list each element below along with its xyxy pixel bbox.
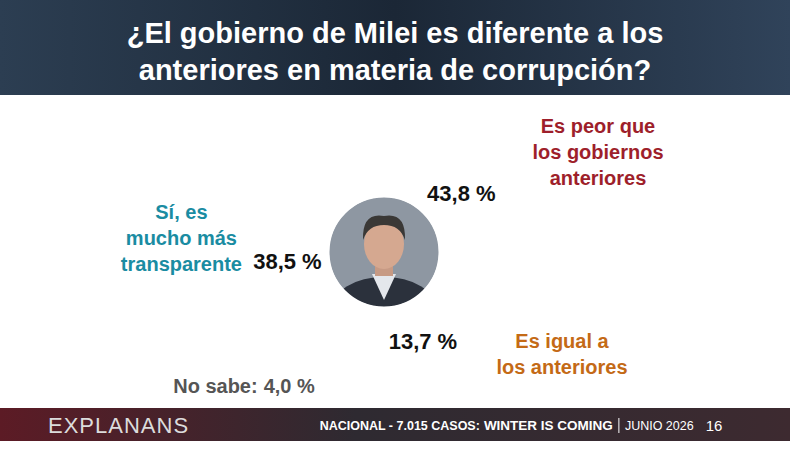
chart: ¿El gobierno de Milei es diferente a los… — [0, 0, 790, 451]
portrait-ring — [328, 196, 440, 308]
scope: NACIONAL - 7.015 CASOS: — [320, 419, 480, 433]
page-number: 16 — [706, 417, 723, 434]
portrait-bg — [326, 194, 442, 310]
data-label: 38,5 % — [253, 249, 322, 274]
portrait — [326, 194, 442, 341]
category-label: Sí, esmucho mástransparente — [121, 201, 242, 275]
separator — [618, 418, 619, 433]
date: JUNIO 2026 — [625, 419, 694, 433]
category-label: No sabe: 4,0 % — [173, 375, 315, 397]
header-band — [0, 0, 790, 95]
category-label: Es igual alos anteriores — [496, 330, 627, 378]
headline: WINTER IS COMING — [484, 418, 613, 433]
portrait-shirt — [372, 274, 396, 300]
data-label: 4,0 % — [264, 375, 315, 397]
footer-text: NACIONAL - 7.015 CASOS: WINTER IS COMING — [320, 418, 613, 433]
source: EXPLANANS — [48, 413, 189, 438]
title: ¿El gobierno de Milei es diferente a los… — [127, 17, 664, 86]
footer-band — [0, 408, 790, 441]
data-label: 13,7 % — [389, 329, 458, 354]
category-text: No sabe: — [173, 375, 257, 397]
data-label: 43,8 % — [427, 181, 496, 206]
category-label: Es peor quelos gobiernosanteriores — [532, 115, 663, 189]
portrait-hair — [363, 216, 405, 241]
